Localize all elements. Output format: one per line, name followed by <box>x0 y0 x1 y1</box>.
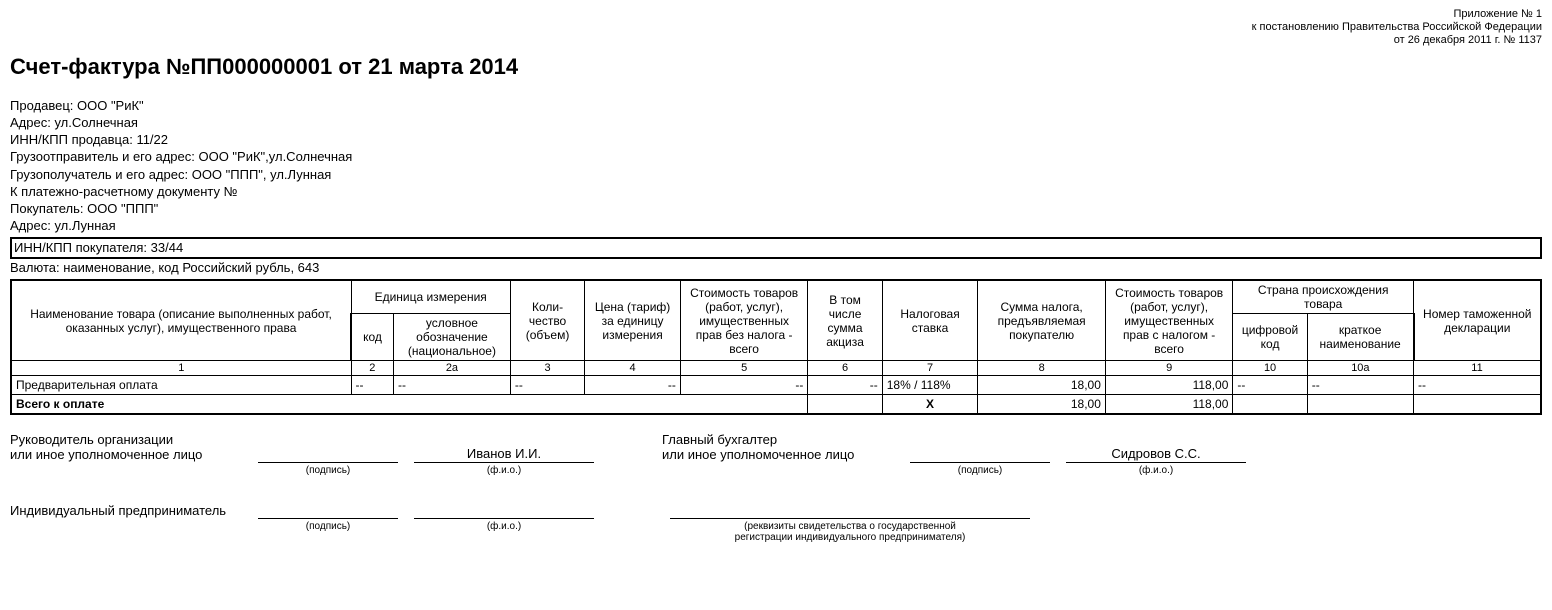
total-cell <box>808 395 882 415</box>
accountant-label: Главный бухгалтер или иное уполномоченно… <box>662 433 902 463</box>
column-number: 2а <box>394 361 511 376</box>
th-country-code: цифровой код <box>1233 314 1307 361</box>
column-number: 11 <box>1414 361 1542 376</box>
column-number: 7 <box>882 361 978 376</box>
document-title: Счет-фактура №ПП000000001 от 21 марта 20… <box>10 54 1542 80</box>
column-number: 4 <box>585 361 681 376</box>
table-cell: 18% / 118% <box>882 376 978 395</box>
column-number: 6 <box>808 361 882 376</box>
column-number: 10а <box>1307 361 1413 376</box>
th-taxrate: Налоговая ставка <box>882 280 978 361</box>
th-taxsum: Сумма налога, предъявляемая покупателю <box>978 280 1106 361</box>
seller-inn-line: ИНН/КПП продавца: 11/22 <box>10 132 1542 149</box>
table-cell: -- <box>680 376 808 395</box>
total-row: Всего к оплате X18,00118,00 <box>11 395 1541 415</box>
th-customs: Номер таможенной декларации <box>1414 280 1542 361</box>
ip-sign-slot <box>258 502 398 519</box>
total-cell: X <box>882 395 978 415</box>
table-cell: 118,00 <box>1105 376 1233 395</box>
column-number: 10 <box>1233 361 1307 376</box>
caption-sign: (подпись) <box>258 521 398 543</box>
consignee-line: Грузополучатель и его адрес: ООО "ППП", … <box>10 167 1542 184</box>
th-country-name: краткое наименование <box>1307 314 1413 361</box>
th-cost-notax: Стоимость товаров (работ, услуг), имущес… <box>680 280 808 361</box>
th-unit-name: условное обозначение (национальное) <box>394 314 511 361</box>
table-cell: -- <box>394 376 511 395</box>
th-qty: Коли- чество (объем) <box>510 280 584 361</box>
buyer-address-line: Адрес: ул.Лунная <box>10 218 1542 235</box>
column-number: 9 <box>1105 361 1233 376</box>
shipper-line: Грузоотправитель и его адрес: ООО "РиК",… <box>10 149 1542 166</box>
total-cell <box>1307 395 1413 415</box>
table-cell: -- <box>351 376 394 395</box>
accountant-name-slot: Сидровов С.С. <box>1066 446 1246 463</box>
total-cell: 118,00 <box>1105 395 1233 415</box>
column-number: 8 <box>978 361 1106 376</box>
ip-name-slot <box>414 502 594 519</box>
caption-sign: (подпись) <box>910 465 1050 476</box>
th-unit-code: код <box>351 314 394 361</box>
column-number: 5 <box>680 361 808 376</box>
caption-name: (ф.и.о.) <box>414 521 594 543</box>
caption-name: (ф.и.о.) <box>1066 465 1246 476</box>
annex-block: Приложение № 1 к постановлению Правитель… <box>10 8 1542 48</box>
caption-sign: (подпись) <box>258 465 398 476</box>
seller-line: Продавец: ООО "РиК" <box>10 98 1542 115</box>
caption-name: (ф.и.о.) <box>414 465 594 476</box>
table-cell: -- <box>808 376 882 395</box>
info-block: Продавец: ООО "РиК" Адрес: ул.Солнечная … <box>10 98 1542 278</box>
total-cell: 18,00 <box>978 395 1106 415</box>
head-name-slot: Иванов И.И. <box>414 446 594 463</box>
table-cell: -- <box>1307 376 1413 395</box>
table-row: Предварительная оплата------------18% / … <box>11 376 1541 395</box>
column-number: 1 <box>11 361 351 376</box>
table-cell: -- <box>1233 376 1307 395</box>
invoice-table: Наименование товара (описание выполненны… <box>10 279 1542 415</box>
ip-label: Индивидуальный предприниматель <box>10 504 250 519</box>
total-cell <box>1233 395 1307 415</box>
table-cell: -- <box>585 376 681 395</box>
th-country-group: Страна происхождения товара <box>1233 280 1414 314</box>
table-cell: -- <box>1414 376 1542 395</box>
caption-reg: (реквизиты свидетельства о государственн… <box>670 521 1030 543</box>
th-excise: В том числе сумма акциза <box>808 280 882 361</box>
table-cell: Предварительная оплата <box>11 376 351 395</box>
total-label: Всего к оплате <box>11 395 808 415</box>
ip-reg-slot <box>670 502 1030 519</box>
signatures-block: Руководитель организации или иное уполно… <box>10 433 1542 543</box>
head-sign-slot <box>258 446 398 463</box>
column-number: 2 <box>351 361 394 376</box>
table-cell: 18,00 <box>978 376 1106 395</box>
annex-line: от 26 декабря 2011 г. № 1137 <box>10 34 1542 47</box>
column-number: 3 <box>510 361 584 376</box>
th-cost-withtax: Стоимость товаров (работ, услуг), имущес… <box>1105 280 1233 361</box>
th-price: Цена (тариф) за единицу измерения <box>585 280 681 361</box>
head-label: Руководитель организации или иное уполно… <box>10 433 250 463</box>
buyer-inn-line: ИНН/КПП покупателя: 33/44 <box>10 237 1542 259</box>
paydoc-line: К платежно-расчетному документу № <box>10 184 1542 201</box>
th-unit-group: Единица измерения <box>351 280 510 314</box>
annex-line: к постановлению Правительства Российской… <box>10 21 1542 34</box>
seller-address-line: Адрес: ул.Солнечная <box>10 115 1542 132</box>
annex-line: Приложение № 1 <box>10 8 1542 21</box>
buyer-line: Покупатель: ООО "ППП" <box>10 201 1542 218</box>
table-cell: -- <box>510 376 584 395</box>
th-name: Наименование товара (описание выполненны… <box>11 280 351 361</box>
currency-line: Валюта: наименование, код Российский руб… <box>10 260 1542 277</box>
total-cell <box>1414 395 1542 415</box>
accountant-sign-slot <box>910 446 1050 463</box>
